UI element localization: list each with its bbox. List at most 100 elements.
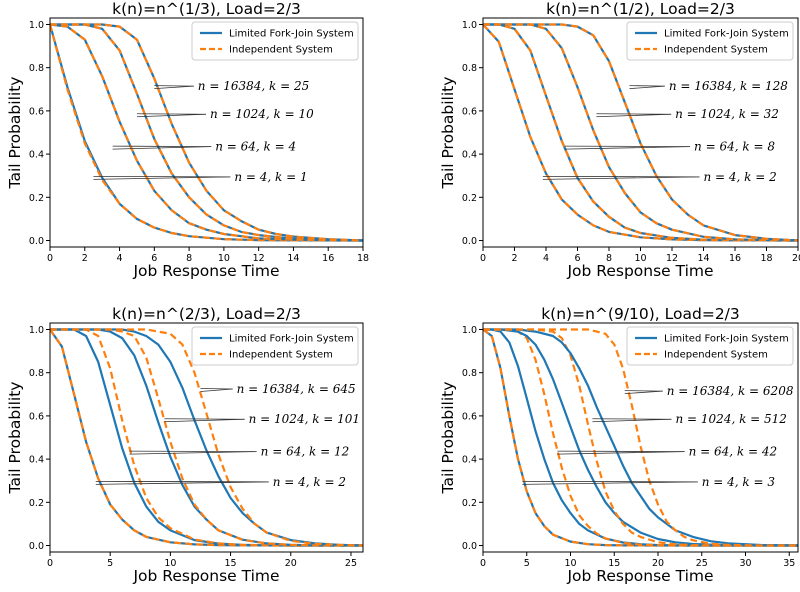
x-axis-label: Job Response Time [132,262,279,280]
x-axis-label: Job Response Time [566,262,713,280]
legend: Limited Fork-Join System Independent Syst… [191,326,359,366]
axes-frame [49,322,364,553]
y-tick-label: 1.0 [29,20,44,31]
annotation-line [522,481,698,485]
x-tick-label: 20 [792,253,800,264]
line-independent-4 [483,328,798,547]
x-tick-label: 18 [357,253,369,264]
annotation-line [629,85,665,87]
annotation-line [112,145,212,148]
annotation-line [557,451,685,455]
chart-panel-1: n = 4, k = 1 n = 64, k = 4 n = 1024, k = 1… [6,0,369,280]
legend-box [191,326,359,366]
y-tick-label: 0.8 [462,63,477,74]
x-tick-label: 4 [117,253,123,264]
x-tick-label: 5 [107,558,113,569]
y-tick-label: 0.4 [29,455,44,466]
x-tick-label: 5 [524,558,530,569]
annotation-line [596,113,672,118]
legend-label-limited: Limited Fork-Join System [664,334,789,345]
annotation-line [592,418,672,420]
y-tick-label: 0.2 [29,498,44,509]
annotation-line [93,175,231,178]
annotation-line [596,113,672,115]
y-tick-label: 0.0 [462,236,477,247]
annotation-line [136,113,206,115]
legend-box [626,326,794,366]
x-tick-label: 12 [666,253,678,264]
chart-title: k(n)=n^(9/10), Load=2/3 [541,305,740,323]
y-axis-label: Tail Probability [6,77,24,190]
x-axis-label: Job Response Time [132,567,279,585]
y-tick-label: 0.0 [29,541,44,552]
annotation-label: n = 1024, k = 32 [675,107,779,121]
x-tick-label: 0 [47,253,53,264]
annotation-line [129,451,257,455]
chart-title: k(n)=n^(1/3), Load=2/3 [112,0,301,18]
y-tick-label: 0.4 [462,455,477,466]
legend-box [191,21,359,61]
x-tick-label: 2 [511,253,517,264]
legend-label-limited: Limited Fork-Join System [229,29,354,40]
annotation-line [557,450,685,453]
x-tick-label: 16 [322,253,334,264]
chart-panel-2: n = 4, k = 2 n = 64, k = 8 n = 1024, k = 3… [439,0,800,280]
x-tick-label: 0 [47,558,53,569]
annotation-label: n = 64, k = 12 [261,445,350,459]
annotation-label: n = 4, k = 2 [273,475,346,489]
x-tick-label: 10 [164,558,176,569]
y-tick-label: 0.6 [29,106,44,117]
legend-label-limited: Limited Fork-Join System [229,334,354,345]
annotation-line [522,480,698,483]
annotation-line [200,388,233,390]
x-tick-label: 30 [739,558,751,569]
x-tick-label: 6 [151,253,157,264]
x-tick-label: 25 [345,558,357,569]
x-tick-label: 10 [634,253,646,264]
line-independent-2 [50,23,363,242]
annotation-line [129,450,257,453]
x-tick-label: 12 [253,253,265,264]
annotation-line [624,390,663,392]
x-tick-label: 18 [760,253,772,264]
chart-title: k(n)=n^(1/2), Load=2/3 [546,0,735,18]
annotation-label: n = 16384, k = 25 [198,79,309,93]
y-tick-label: 0.6 [462,106,477,117]
y-tick-label: 0.8 [29,63,44,74]
legend-box [626,21,794,61]
annotation-label: n = 4, k = 2 [704,170,777,184]
annotation-line [592,418,672,423]
y-tick-label: 0.2 [462,193,477,204]
annotation-label: n = 64, k = 4 [215,140,296,154]
y-tick-label: 0.8 [462,368,477,379]
annotation-line [112,146,212,150]
line-independent-4 [50,328,363,547]
line-independent-2 [50,328,363,547]
y-tick-label: 1.0 [462,20,477,31]
annotation-line [136,113,206,118]
y-tick-label: 0.6 [462,411,477,422]
line-independent-3 [50,23,363,242]
axes-frame [49,17,364,248]
legend: Limited Fork-Join System Independent Syst… [191,21,359,61]
annotation-line [624,390,663,395]
annotation-label: n = 64, k = 8 [694,140,775,154]
x-tick-label: 4 [543,253,549,264]
annotation-line [154,85,194,87]
legend-label-independent: Independent System [229,45,333,56]
annotation-label: n = 16384, k = 6208 [667,384,794,398]
x-tick-label: 14 [697,253,709,264]
x-tick-label: 15 [608,558,620,569]
y-tick-label: 0.4 [29,150,44,161]
y-axis-label: Tail Probability [439,382,457,495]
annotation-line [564,145,691,148]
x-tick-label: 8 [186,253,192,264]
x-tick-label: 6 [574,253,580,264]
legend-label-independent: Independent System [229,350,333,361]
legend-label-independent: Independent System [664,45,768,56]
line-independent-1 [50,24,363,242]
annotation-line [93,176,231,180]
line-independent-2 [483,23,798,242]
annotation-label: n = 4, k = 3 [702,475,776,489]
annotation-line [200,388,233,392]
